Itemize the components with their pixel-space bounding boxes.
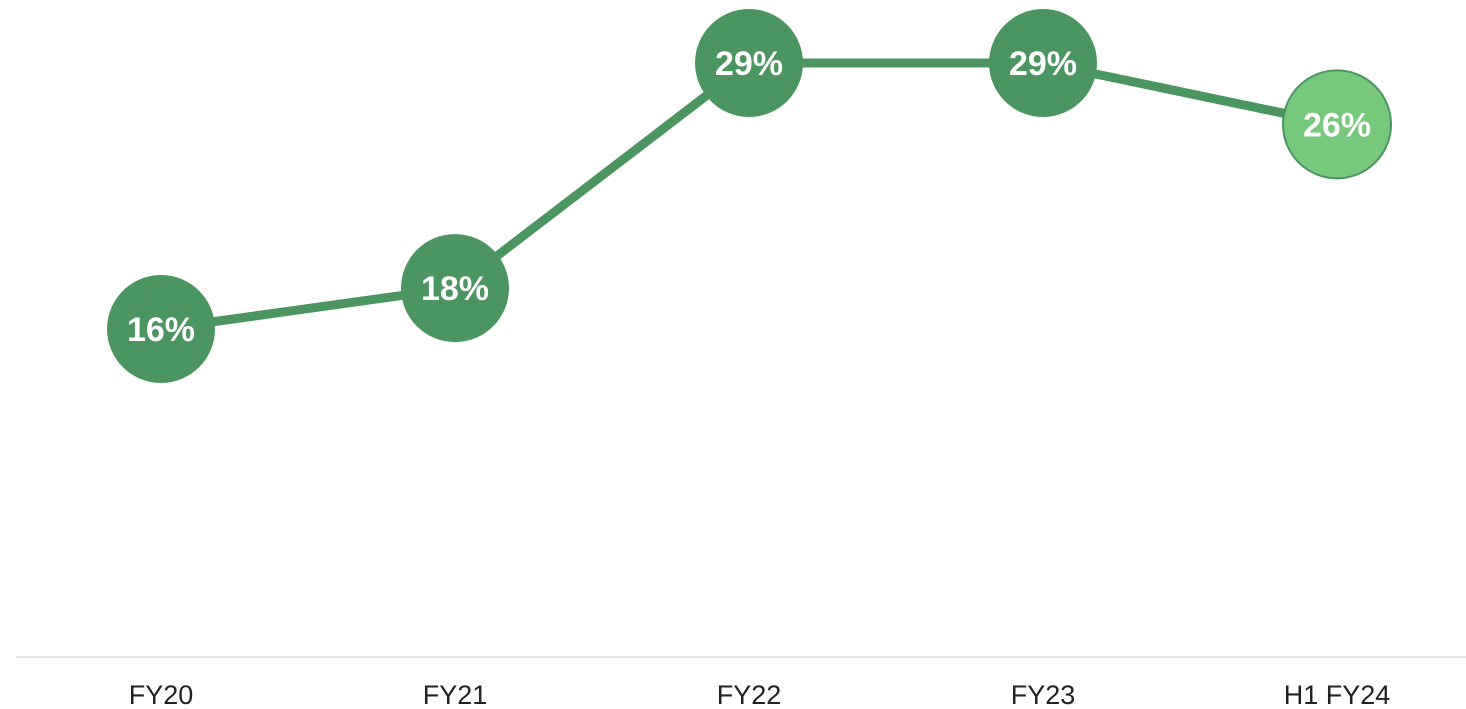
data-point-3: 29% (989, 9, 1097, 117)
x-tick-label: H1 FY24 (1284, 680, 1391, 709)
x-tick-label: FY22 (717, 680, 782, 709)
x-tick-label: FY21 (423, 680, 488, 709)
x-tick-label: FY20 (129, 680, 194, 709)
data-marker (107, 275, 215, 383)
data-label: 16% (127, 311, 195, 349)
data-label: 29% (1009, 45, 1077, 83)
data-point-1: 18% (401, 234, 509, 343)
data-marker (401, 234, 509, 343)
data-point-2: 29% (695, 9, 803, 117)
markers-group: 16% 18% 29% 29% 26% (107, 9, 1392, 383)
data-marker (989, 9, 1097, 117)
data-label: 18% (421, 270, 489, 308)
data-label: 26% (1303, 106, 1371, 144)
x-tick-label: FY23 (1011, 680, 1076, 709)
data-marker (1282, 69, 1392, 180)
x-tick-labels: FY20 FY21 FY22 FY23 H1 FY24 (129, 680, 1391, 709)
data-marker (695, 9, 803, 117)
data-point-4: 26% (1282, 69, 1392, 180)
data-label: 29% (715, 45, 783, 83)
data-point-0: 16% (107, 275, 215, 383)
